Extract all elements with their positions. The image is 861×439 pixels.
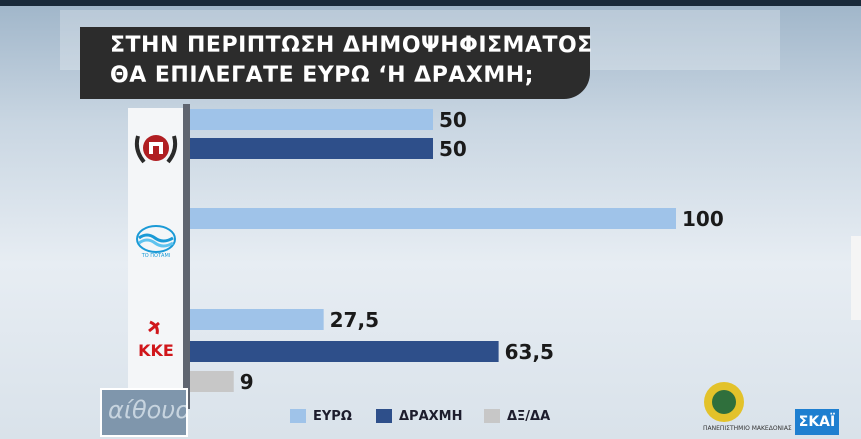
bar-value-label: 9 xyxy=(240,370,254,394)
logo-circle xyxy=(143,135,169,161)
bar-euro-golden-dawn xyxy=(190,109,433,130)
bar-value-label: 50 xyxy=(439,137,467,161)
wave-icon xyxy=(138,233,174,243)
watermark-text: αίθουσα xyxy=(108,396,186,424)
legend-label-drachma: ΔΡΑΧΜΗ xyxy=(399,409,463,424)
globe-icon xyxy=(712,390,736,414)
wave-icon xyxy=(138,238,174,248)
golden-dawn-logo xyxy=(134,135,178,164)
bar-value-label: 63,5 xyxy=(505,340,554,364)
bar-euro-kke xyxy=(190,309,324,330)
legend-label-euro: ΕΥΡΩ xyxy=(313,409,352,424)
legend-swatch-euro xyxy=(290,409,306,423)
logo-ring xyxy=(136,225,176,253)
legend-label-dk: ΔΞ/ΔΑ xyxy=(507,409,551,424)
bar-value-label: 50 xyxy=(439,108,467,132)
legend-swatch-dk xyxy=(484,409,500,423)
right-edge-marker xyxy=(851,236,861,320)
laurel-icon xyxy=(134,135,178,164)
bar-value-label: 27,5 xyxy=(330,308,379,332)
title-line-1: ΣΤΗΝ ΠΕΡΙΠΤΩΣΗ ΔΗΜΟΨΗΦΙΣΜΑΤΟΣ xyxy=(110,33,593,58)
hammer-sickle-icon xyxy=(148,320,160,335)
university-name: ΠΑΝΕΠΙΣΤΗΜΙΟ ΜΑΚΕΔΟΝΙΑΣ xyxy=(703,425,792,432)
bar-dk-kke xyxy=(190,371,234,392)
to-potami-logo: ΤΟ ΠΟΤΑΜΙ xyxy=(136,225,176,259)
bar-drachma-kke xyxy=(190,341,499,362)
title-line-2: ΘΑ ΕΠΙΛΕΓΑΤΕ ΕΥΡΩ ‘Η ΔΡΑΧΜΗ; xyxy=(110,63,534,88)
bar-value-label: 100 xyxy=(682,207,724,231)
show-watermark: αίθουσα xyxy=(100,388,188,437)
bar-drachma-golden-dawn xyxy=(190,138,433,159)
meander-icon xyxy=(149,142,163,154)
top-frame-line xyxy=(0,0,861,6)
legend-swatch-drachma xyxy=(376,409,392,423)
kke-logo-text: ΚΚΕ xyxy=(138,341,174,360)
kke-logo: ΚΚΕ xyxy=(138,320,174,360)
title-box: ΣΤΗΝ ΠΕΡΙΠΤΩΣΗ ΔΗΜΟΨΗΦΙΣΜΑΤΟΣ ΘΑ ΕΠΙΛΕΓΑ… xyxy=(80,27,593,99)
bar-euro-to-potami xyxy=(190,208,676,229)
university-logo xyxy=(704,382,744,422)
chart-axis-bar xyxy=(183,104,190,409)
channel-logo: ΣΚΑΪ xyxy=(795,409,839,435)
to-potami-logo-text: ΤΟ ΠΟΤΑΜΙ xyxy=(141,253,171,259)
